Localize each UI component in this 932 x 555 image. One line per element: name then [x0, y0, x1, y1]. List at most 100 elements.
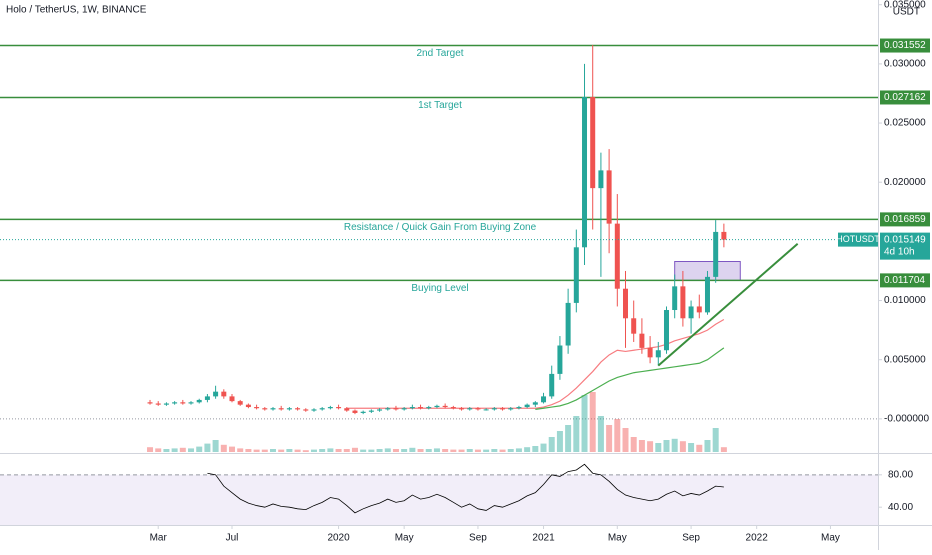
- volume-bar: [368, 449, 375, 452]
- candle-body: [163, 403, 169, 405]
- currency-label: USDT: [893, 7, 920, 18]
- volume-bar: [556, 431, 563, 452]
- candle-body: [147, 402, 153, 404]
- candle-body: [180, 402, 186, 404]
- candle-body: [319, 408, 325, 410]
- volume-bar: [483, 449, 490, 452]
- x-tick-label: 2021: [532, 533, 555, 544]
- volume-bar: [720, 447, 727, 452]
- last-price-box: [880, 232, 930, 260]
- volume-bar: [351, 447, 358, 452]
- candle-body: [483, 409, 489, 411]
- y-tick-label: 0.005000: [884, 354, 926, 365]
- volume-bar: [491, 449, 498, 452]
- level-label: Buying Level: [411, 283, 468, 294]
- moving-average: [346, 318, 725, 409]
- candle-body: [516, 407, 522, 409]
- candle-body: [565, 302, 571, 346]
- level-price-box: [880, 212, 930, 227]
- volume-bar: [278, 449, 285, 452]
- candle-body: [377, 409, 383, 411]
- candle-body: [409, 407, 415, 409]
- candle-body: [336, 407, 342, 409]
- candle-body: [286, 408, 292, 410]
- volume-bar: [655, 443, 662, 452]
- volume-bar: [204, 443, 211, 452]
- level-price-label: 0.027162: [884, 92, 926, 103]
- candle-body: [688, 306, 694, 319]
- candle-body: [401, 408, 407, 410]
- x-tick-label: 2020: [327, 533, 350, 544]
- x-tick-label: May: [608, 533, 627, 544]
- volume-bar: [679, 441, 686, 452]
- candle-body: [245, 404, 251, 408]
- volume-bar: [589, 392, 596, 452]
- y-tick-label: 0.010000: [884, 295, 926, 306]
- candle-body: [393, 408, 399, 410]
- volume-bar: [196, 446, 203, 452]
- candle-body: [237, 401, 243, 405]
- candle-body: [221, 391, 227, 397]
- volume-bar: [401, 449, 408, 452]
- candle-body: [278, 408, 284, 410]
- volume-bar: [327, 448, 334, 452]
- candle-body: [631, 318, 637, 334]
- volume-bar: [704, 440, 711, 452]
- level-label: Resistance / Quick Gain From Buying Zone: [344, 222, 537, 233]
- candle-body: [508, 408, 514, 410]
- y-tick-label: 0.025000: [884, 118, 926, 129]
- candle-body: [655, 350, 661, 358]
- x-tick-label: Jul: [226, 533, 239, 544]
- volume-bar: [450, 449, 457, 452]
- candle-body: [598, 170, 604, 189]
- volume-bar: [302, 450, 309, 452]
- level-price-box: [880, 38, 930, 53]
- volume-bar: [286, 449, 293, 452]
- volume-bar: [581, 395, 588, 452]
- countdown-label: 4d 10h: [884, 246, 915, 257]
- volume-bar: [606, 425, 613, 452]
- volume-bar: [229, 446, 236, 452]
- y-tick-label: 40.00: [888, 502, 913, 513]
- candle-body: [557, 345, 563, 374]
- candle-body: [327, 407, 333, 409]
- symbol-label: HOTUSDT: [836, 234, 880, 244]
- volume-bar: [565, 425, 572, 452]
- candle-body: [344, 408, 350, 411]
- volume-bar: [433, 448, 440, 452]
- volume-bar: [319, 449, 326, 452]
- candle-body: [262, 408, 268, 410]
- candle-body: [606, 170, 612, 224]
- candle-body: [680, 286, 686, 319]
- candle-body: [303, 409, 309, 411]
- candle-body: [549, 373, 555, 397]
- level-price-box: [880, 273, 930, 288]
- candle-body: [491, 408, 497, 410]
- candle-body: [623, 288, 629, 319]
- volume-bar: [474, 449, 481, 452]
- candle-body: [360, 411, 366, 413]
- candle-body: [614, 223, 620, 289]
- y-tick-label: 80.00: [888, 469, 913, 480]
- volume-bar: [335, 449, 342, 452]
- volume-bar: [147, 447, 154, 452]
- trendline: [657, 242, 799, 367]
- candle-body: [639, 333, 645, 348]
- level-price-box: [880, 90, 930, 105]
- y-tick-label: 0.030000: [884, 59, 926, 70]
- volume-bar: [540, 443, 547, 452]
- candle-body: [213, 391, 219, 397]
- candle-body: [270, 408, 276, 410]
- volume-bar: [524, 447, 531, 452]
- candle-body: [352, 410, 358, 413]
- volume-bar: [630, 437, 637, 452]
- volume-bar: [155, 448, 162, 452]
- volume-bar: [212, 440, 219, 452]
- volume-bar: [261, 449, 268, 452]
- volume-bar: [614, 419, 621, 452]
- candle-body: [663, 310, 669, 351]
- candle-body: [204, 396, 210, 400]
- volume-bar: [638, 440, 645, 452]
- y-tick-label: 0.035000: [884, 0, 926, 10]
